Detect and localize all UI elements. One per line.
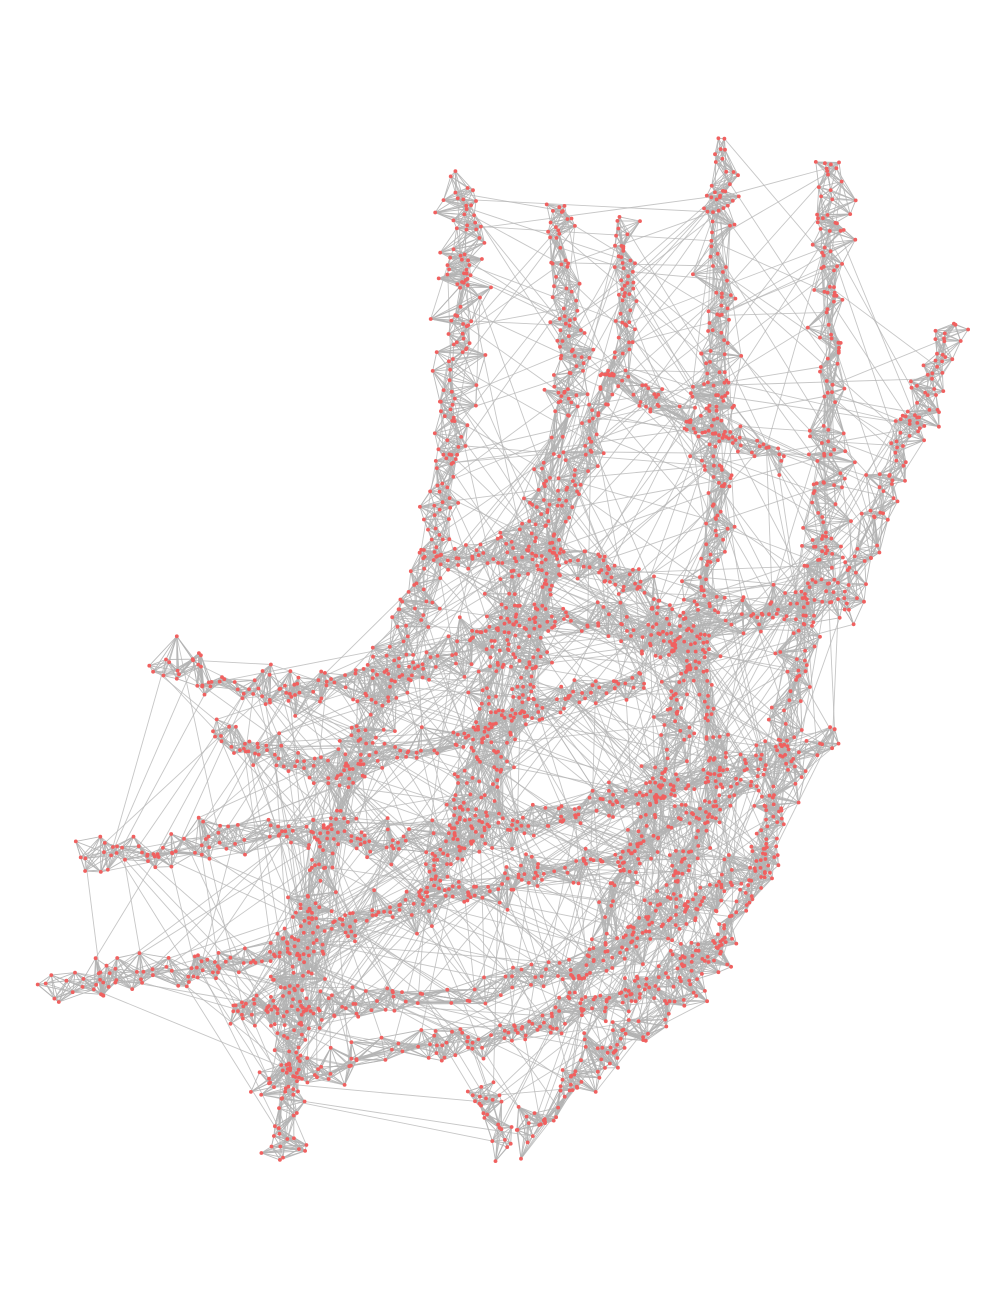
graph-edge — [547, 204, 551, 222]
graph-edge — [357, 701, 358, 726]
graph-edge — [620, 217, 641, 221]
graph-edge — [433, 352, 437, 371]
